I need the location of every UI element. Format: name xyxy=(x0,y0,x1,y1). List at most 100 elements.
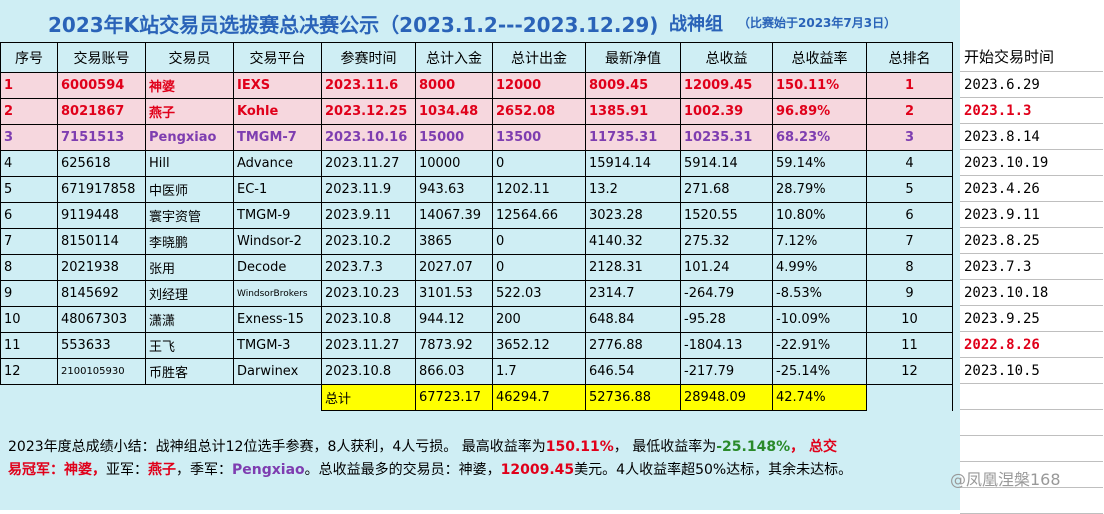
table-row: 6 9119448 寰宇资管 TMGM-9 2023.9.11 14067.39 12564… xyxy=(0,202,953,229)
cell-rank: 1 xyxy=(866,72,953,99)
start-time-column: 开始交易时间 2023.6.29 2023.1.3 2023.8.14 2023.10… xyxy=(960,0,1104,514)
summary-min-rate: -25.148% xyxy=(716,439,791,455)
cell-deposit: 866.03 xyxy=(415,358,493,385)
cell-equity: 11735.31 xyxy=(585,124,681,151)
cell-rank: 7 xyxy=(866,228,953,255)
cell-trader: 李晓鹏 xyxy=(145,228,234,255)
totals-withdraw: 46294.7 xyxy=(492,384,586,411)
summary-max-rate: 150.11% xyxy=(545,439,614,455)
cell-rank: 6 xyxy=(866,202,953,229)
header-deposit: 总计入金 xyxy=(415,42,493,73)
start-time-cell: 2022.8.26 xyxy=(960,332,1103,358)
cell-join: 2023.10.23 xyxy=(321,280,416,307)
cell-trader: 币胜客 xyxy=(145,358,234,385)
cell-no: 6 xyxy=(0,202,58,229)
cell-platform: Exness-15 xyxy=(233,306,322,333)
cell-trader: Pengxiao xyxy=(145,124,234,151)
cell-account: 625618 xyxy=(57,150,146,177)
cell-deposit: 944.12 xyxy=(415,306,493,333)
totals-label: 总计 xyxy=(321,384,416,411)
start-time-header: 开始交易时间 xyxy=(960,42,1103,72)
cell-deposit: 1034.48 xyxy=(415,98,493,125)
summary-part: ， 最低收益率为 xyxy=(613,439,717,455)
cell-rate: -10.09% xyxy=(772,306,867,333)
cell-no: 8 xyxy=(0,254,58,281)
cell-no: 11 xyxy=(0,332,58,359)
cell-trader: 中医师 xyxy=(145,176,234,203)
cell-deposit: 10000 xyxy=(415,150,493,177)
start-time-cell: 2023.6.29 xyxy=(960,72,1103,98)
cell-trader: 张用 xyxy=(145,254,234,281)
page-title: 2023年K站交易员选拔赛总决赛公示（2023.1.2---2023.12.29… xyxy=(48,13,659,37)
cell-deposit: 14067.39 xyxy=(415,202,493,229)
totals-rate: 42.74% xyxy=(772,384,867,411)
cell-withdraw: 3652.12 xyxy=(492,332,586,359)
cell-account: 8145692 xyxy=(57,280,146,307)
empty-cell xyxy=(960,462,1103,488)
empty-cell xyxy=(960,436,1103,462)
cell-account: 8150114 xyxy=(57,228,146,255)
cell-join: 2023.11.9 xyxy=(321,176,416,203)
summary-part: ， 总交 xyxy=(790,439,837,455)
header-equity: 最新净值 xyxy=(585,42,681,73)
start-time-cell: 2023.10.18 xyxy=(960,280,1103,306)
table-row: 5 671917858 中医师 EC-1 2023.11.9 943.63 1202.11 1… xyxy=(0,176,953,203)
start-time-cell: 2023.8.14 xyxy=(960,124,1103,150)
cell-withdraw: 12000 xyxy=(492,72,586,99)
cell-rank: 12 xyxy=(866,358,953,385)
cell-profit: -217.79 xyxy=(680,358,773,385)
cell-rate: 7.12% xyxy=(772,228,867,255)
cell-no: 2 xyxy=(0,98,58,125)
cell-profit: 275.32 xyxy=(680,228,773,255)
cell-rate: 68.23% xyxy=(772,124,867,151)
cell-trader: 潇潇 xyxy=(145,306,234,333)
cell-join: 2023.11.27 xyxy=(321,150,416,177)
header-join: 参赛时间 xyxy=(321,42,416,73)
summary-champion: 易冠军：神婆， xyxy=(8,462,106,478)
cell-rate: -25.14% xyxy=(772,358,867,385)
summary-top-profit: 12009.45 xyxy=(500,462,575,478)
cell-no: 10 xyxy=(0,306,58,333)
start-time-cell: 2023.9.11 xyxy=(960,202,1103,228)
cell-platform: TMGM-3 xyxy=(233,332,322,359)
table-row: 10 48067303 潇潇 Exness-15 2023.10.8 944.12 200 6… xyxy=(0,306,953,333)
cell-rank: 3 xyxy=(866,124,953,151)
cell-platform: TMGM-9 xyxy=(233,202,322,229)
cell-equity: 4140.32 xyxy=(585,228,681,255)
cell-join: 2023.10.16 xyxy=(321,124,416,151)
cell-equity: 3023.28 xyxy=(585,202,681,229)
totals-profit: 28948.09 xyxy=(680,384,773,411)
cell-profit: 10235.31 xyxy=(680,124,773,151)
cell-rate: -8.53% xyxy=(772,280,867,307)
cell-join: 2023.10.8 xyxy=(321,306,416,333)
group-name: 战神组 xyxy=(669,14,723,35)
cell-rate: 10.80% xyxy=(772,202,867,229)
cell-no: 1 xyxy=(0,72,58,99)
cell-platform: EC-1 xyxy=(233,176,322,203)
cell-no: 4 xyxy=(0,150,58,177)
cell-platform: Kohle xyxy=(233,98,322,125)
header-withdraw: 总计出金 xyxy=(492,42,586,73)
cell-deposit: 7873.92 xyxy=(415,332,493,359)
cell-withdraw: 200 xyxy=(492,306,586,333)
cell-profit: -1804.13 xyxy=(680,332,773,359)
cell-deposit: 2027.07 xyxy=(415,254,493,281)
cell-deposit: 8000 xyxy=(415,72,493,99)
cell-join: 2023.11.6 xyxy=(321,72,416,99)
results-panel: 2023年K站交易员选拔赛总决赛公示（2023.1.2---2023.12.29… xyxy=(0,0,960,510)
cell-withdraw: 0 xyxy=(492,254,586,281)
cell-platform: Advance xyxy=(233,150,322,177)
start-time-cell: 2023.10.5 xyxy=(960,358,1103,384)
summary-part: ，季军： xyxy=(176,462,232,478)
cell-withdraw: 0 xyxy=(492,150,586,177)
table-row: 3 7151513 Pengxiao TMGM-7 2023.10.16 15000 135… xyxy=(0,124,953,151)
results-table: 序号 交易账号 交易员 交易平台 参赛时间 总计入金 总计出金 最新净值 总收益… xyxy=(0,42,953,411)
table-row: 4 625618 Hill Advance 2023.11.27 10000 0 15914.… xyxy=(0,150,953,177)
header-no: 序号 xyxy=(0,42,58,73)
cell-trader: Hill xyxy=(145,150,234,177)
cell-withdraw: 1.7 xyxy=(492,358,586,385)
header-account: 交易账号 xyxy=(57,42,146,73)
cell-no: 3 xyxy=(0,124,58,151)
header-rate: 总收益率 xyxy=(772,42,867,73)
cell-rank: 2 xyxy=(866,98,953,125)
